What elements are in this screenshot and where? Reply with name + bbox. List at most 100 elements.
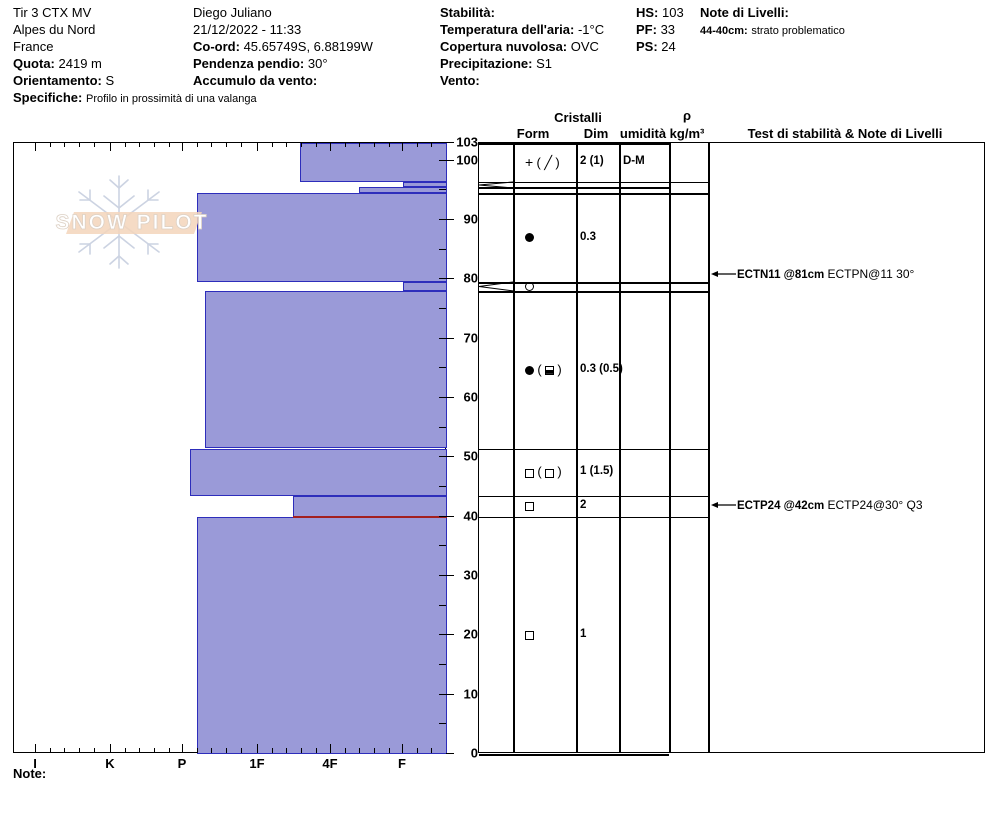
rounded-grain-icon <box>525 233 534 243</box>
specifics-label: Specifiche: <box>13 90 83 105</box>
faceted-grain-icon <box>525 468 534 478</box>
wind-row: Vento: <box>440 72 604 89</box>
hardness-tick <box>110 744 111 753</box>
form-column-tick <box>513 754 519 755</box>
depth-tick <box>446 693 454 695</box>
hardness-tick-top <box>168 142 170 147</box>
hardness-tick <box>402 744 403 753</box>
table-column-divider <box>576 143 578 752</box>
hardness-tick <box>257 744 258 753</box>
snow-layer <box>197 193 447 283</box>
snow-layer <box>190 448 447 496</box>
column-header-density-symbol: ρ <box>682 108 692 123</box>
depth-tick <box>446 219 454 221</box>
hardness-tick <box>301 748 303 753</box>
hardness-tick-top <box>374 142 376 147</box>
hardness-tick-top <box>79 142 81 147</box>
header-column-weather: Stabilità: Temperatura dell'aria: -1°C C… <box>440 4 604 89</box>
ps-row: PS: 24 <box>636 38 684 55</box>
snow-layer <box>403 282 447 292</box>
faceted-grain-icon <box>525 630 534 640</box>
layer-note-text: strato problematico <box>751 25 845 37</box>
hardness-tick <box>271 748 273 753</box>
hs-value: 103 <box>662 5 684 20</box>
hardness-tick <box>344 748 346 753</box>
stability-test-annotation: ECTP24 @42cm ECTP24@30° Q3 <box>737 498 923 512</box>
layer-table[interactable]: + ( ╱ ) 2 (1) D-M 0.3 ( ) 0.3 (0.5) ( ) 1 (1.… <box>478 142 985 756</box>
observation-datetime: 21/12/2022 - 11:33 <box>193 22 302 37</box>
depth-minor-tick <box>439 397 446 399</box>
hardness-tick <box>49 748 51 753</box>
depth-label-30: 30 <box>463 567 478 583</box>
hardness-tick <box>79 748 81 753</box>
rounded-grain-icon <box>525 366 534 376</box>
coordinates-label: Co-ord: <box>193 39 240 54</box>
layer-form-cell <box>525 498 534 512</box>
layer-note-range: 44-40cm: <box>700 25 748 37</box>
hardness-tick <box>93 748 95 753</box>
hardness-tick-top <box>124 142 126 147</box>
site-name: Tir 3 CTX MV <box>13 5 92 20</box>
graupel-icon: ╱ <box>544 155 553 171</box>
observer-name: Diego Juliano <box>193 5 272 20</box>
hardness-tick <box>182 744 183 753</box>
layer-dim-cell: 1 <box>580 628 587 641</box>
hardness-tick <box>154 748 156 753</box>
depth-label-100: 100 <box>456 152 478 168</box>
depth-minor-tick <box>439 634 446 636</box>
cloud-cover-label: Copertura nuvolosa: <box>440 39 568 54</box>
layer-form-cell <box>525 279 534 293</box>
note-label: Note: <box>13 766 47 781</box>
layer-notes-title: Note di Livelli: <box>700 5 789 20</box>
hardness-label-K: K <box>105 756 115 771</box>
hardness-label-P: P <box>177 756 187 771</box>
column-header-form: Form <box>516 126 550 141</box>
annotation-arrow-icon <box>711 501 736 508</box>
annotation-test-code: ECTP24 @42cm <box>737 499 825 512</box>
depth-minor-tick <box>439 515 446 517</box>
table-row-divider-wide <box>479 516 708 519</box>
depth-axis: 0 10 20 30 40 50 60 70 80 90 100 103 <box>446 135 478 761</box>
aspect-value: S <box>105 73 115 88</box>
hardness-tick <box>416 748 418 753</box>
stability-row: Stabilità: <box>440 4 604 21</box>
layer-form-cell <box>525 230 534 244</box>
depth-hoar-icon <box>525 282 534 292</box>
snow-profile-plot[interactable] <box>13 142 447 754</box>
elevation-label: Quota: <box>13 56 55 71</box>
precip-particle-icon: + <box>525 154 534 171</box>
depth-tick <box>446 278 454 280</box>
depth-label-60: 60 <box>463 389 478 405</box>
form-column-tick <box>513 193 519 195</box>
column-header-crystals: Cristalli <box>554 110 602 125</box>
column-header-tests: Test di stabilità & Note di Livelli <box>747 126 943 141</box>
depth-label-103: 103 <box>456 134 478 150</box>
pf-value: 33 <box>660 22 676 37</box>
header-column-measures: HS: 103 PF: 33 PS: 24 <box>636 4 684 55</box>
hardness-tick-top <box>402 142 403 151</box>
faceted-grain-icon <box>545 468 555 478</box>
depth-label-0: 0 <box>470 745 478 761</box>
stability-label: Stabilità: <box>440 5 495 20</box>
elevation-value: 2419 m <box>58 56 102 71</box>
hardness-label-1F: 1F <box>249 756 265 771</box>
layer-dim-cell: 2 (1) <box>580 155 604 168</box>
depth-tick <box>446 397 454 399</box>
depth-minor-tick <box>439 426 446 428</box>
layer-form-cell: ( ) <box>525 362 562 377</box>
table-row-divider-wide <box>479 495 708 498</box>
snow-layer <box>197 516 447 754</box>
form-column-tick <box>513 282 519 284</box>
hardness-tick-top <box>257 142 258 151</box>
column-header-density-unit: kg/m³ <box>669 126 705 141</box>
header-column-layer-notes: Note di Livelli: 44-40cm: strato problem… <box>700 4 845 38</box>
thin-layer-connector <box>478 181 514 188</box>
form-column-tick <box>513 291 519 293</box>
pf-row: PF: 33 <box>636 21 684 38</box>
layer-dim-cell: 1 (1.5) <box>580 465 614 478</box>
faceted-grain-icon <box>525 501 534 511</box>
hardness-label-F: F <box>398 756 406 771</box>
hardness-tick <box>35 744 36 753</box>
country-name: France <box>13 39 54 54</box>
layer-form-cell <box>525 627 534 641</box>
